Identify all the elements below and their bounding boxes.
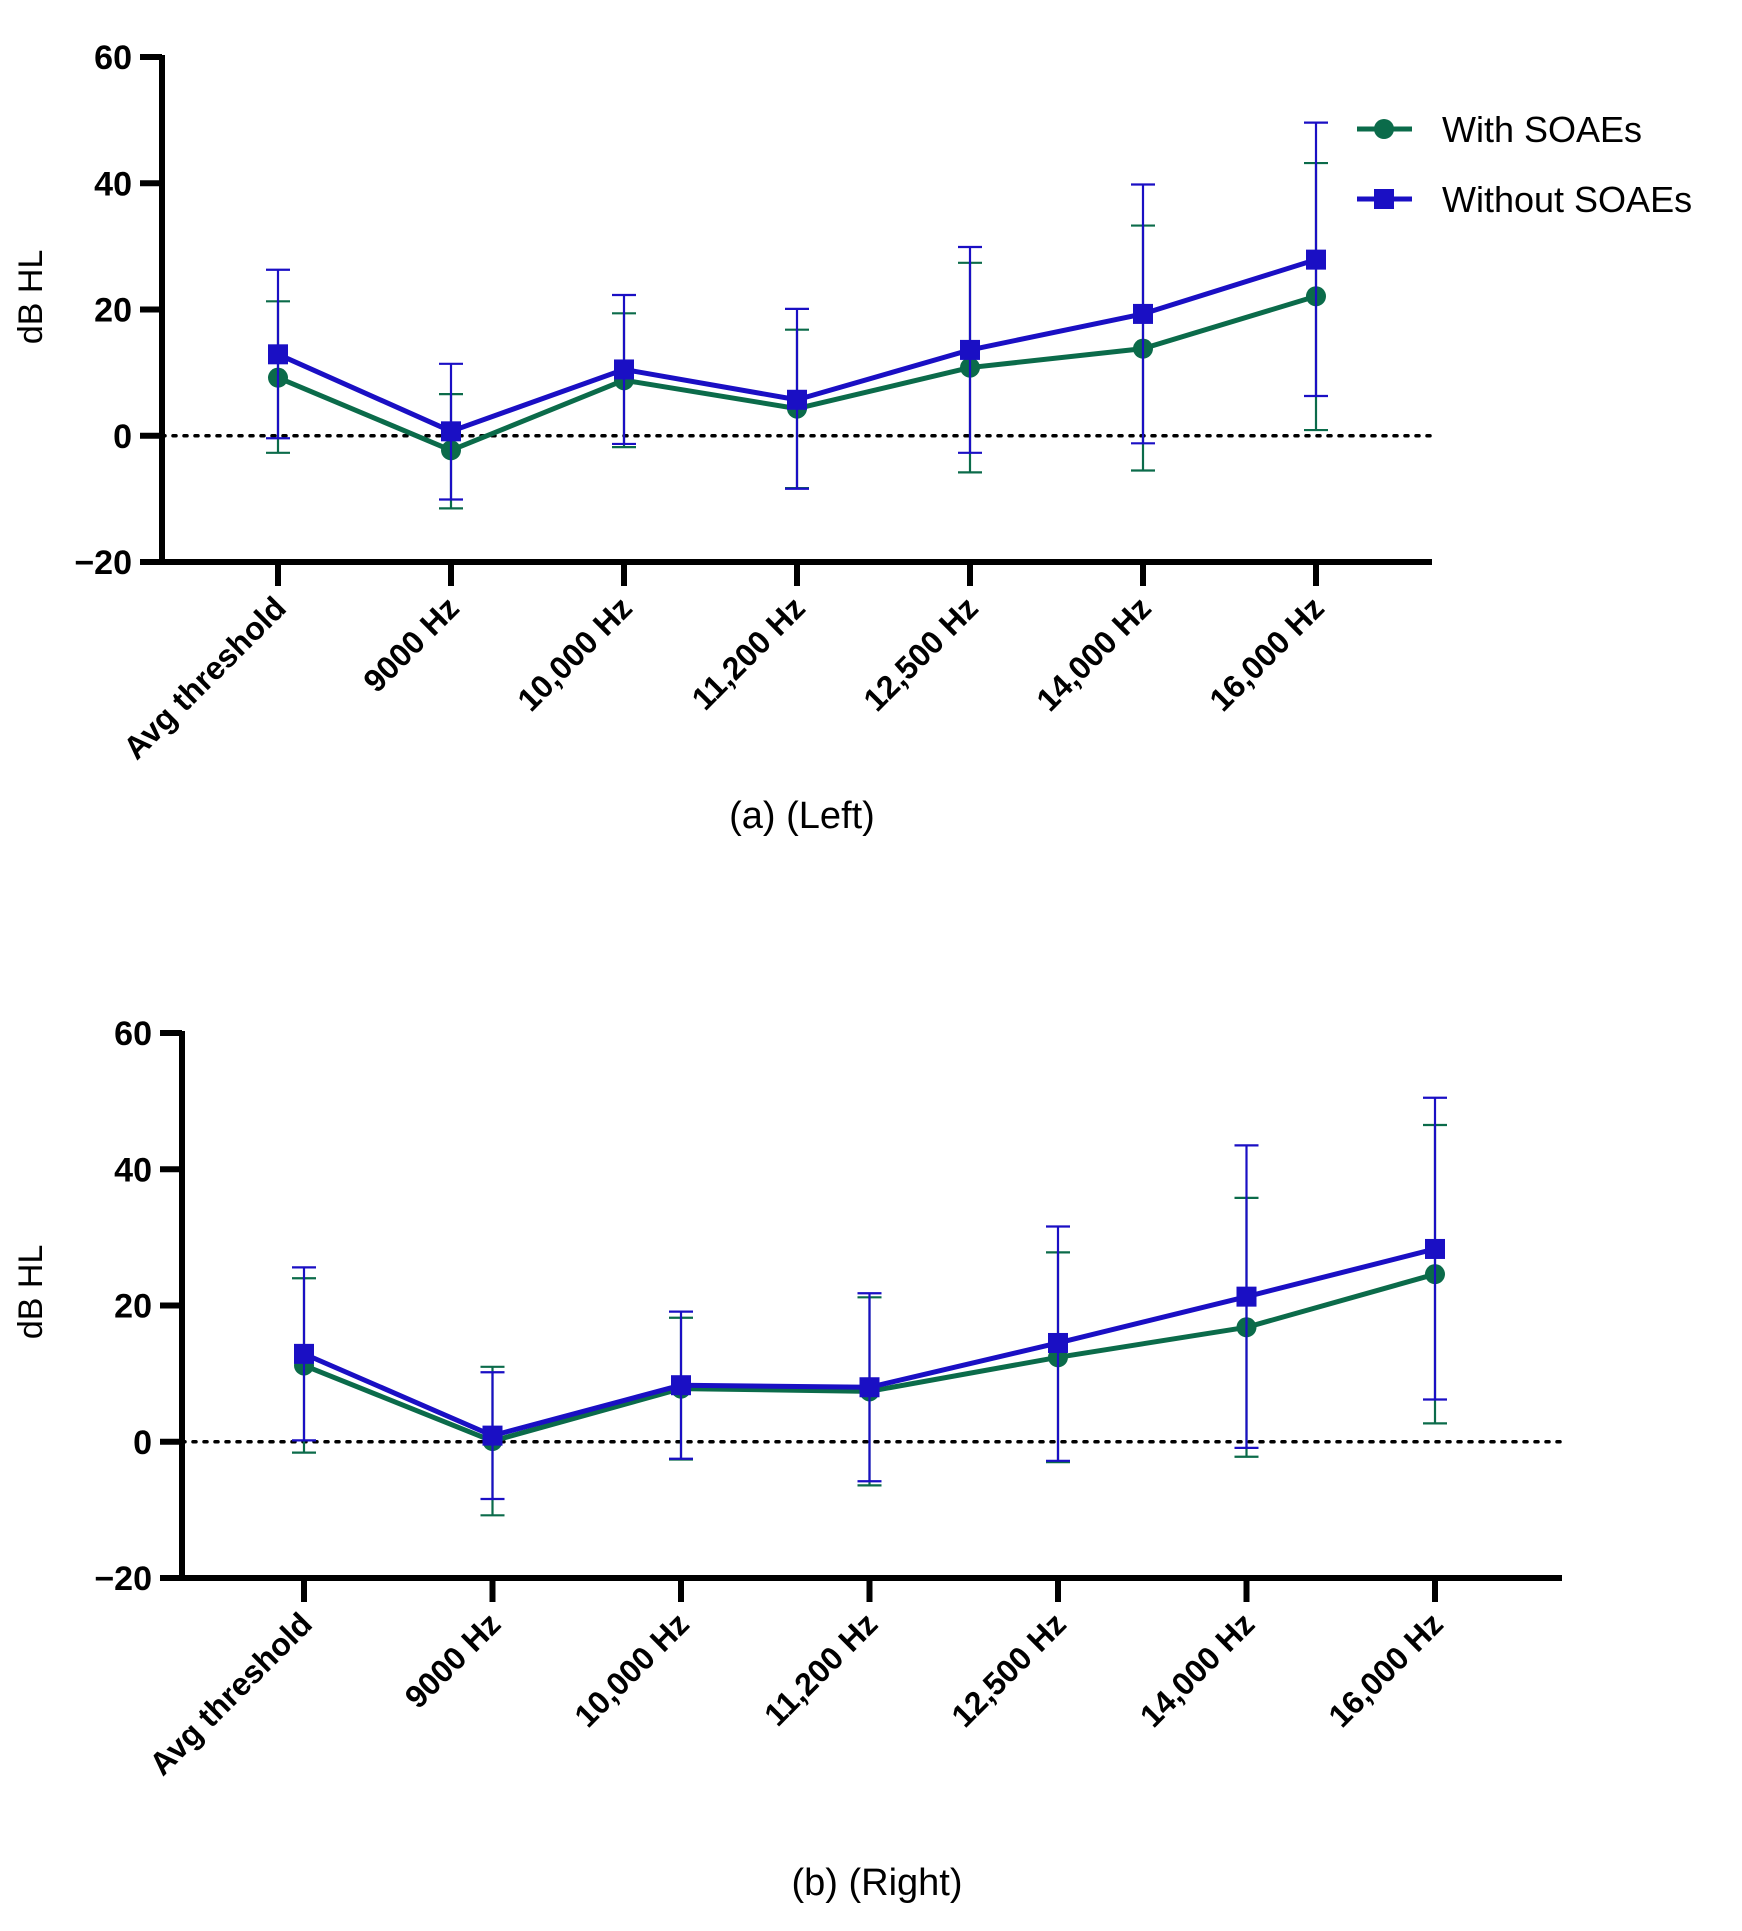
data-point: [1236, 1286, 1257, 1307]
data-point: [787, 389, 807, 410]
x-tick-label: 12,500 Hz: [856, 589, 985, 718]
x-tick-label: 14,000 Hz: [1133, 1605, 1262, 1734]
x-tick-label: 10,000 Hz: [510, 589, 639, 718]
y-tick-label: 60: [94, 39, 132, 77]
panel-caption: (b) (Right): [791, 1862, 962, 1904]
x-tick-label: Avg threshold: [116, 589, 293, 766]
data-point: [1133, 303, 1153, 324]
y-tick-label: 0: [113, 418, 132, 456]
chart-panel-right: −20 0 20 40 60 dB HL Avg threshold 9000 Hz 10,00…: [12, 1015, 1564, 1904]
legend: With SOAEs Without SOAEs: [1357, 109, 1692, 220]
data-point: [1306, 249, 1326, 270]
y-tick-label: 60: [114, 1015, 152, 1053]
y-tick-label: 40: [114, 1151, 152, 1189]
data-point: [294, 1343, 314, 1364]
y-axis-title: dB HL: [12, 250, 50, 345]
x-tick-label: 16,000 Hz: [1202, 589, 1331, 718]
x-tick-label: 16,000 Hz: [1321, 1605, 1450, 1734]
y-tick-label: 20: [114, 1288, 152, 1326]
data-point: [482, 1425, 503, 1446]
x-tick-label: 9000 Hz: [356, 589, 466, 699]
y-tick-label: 40: [94, 165, 132, 203]
x-tick-label: 14,000 Hz: [1029, 589, 1158, 718]
legend-label: Without SOAEs: [1442, 179, 1692, 220]
x-tick-label: 9000 Hz: [398, 1605, 508, 1715]
x-tick-label: 10,000 Hz: [567, 1605, 696, 1734]
legend-item: Without SOAEs: [1357, 179, 1692, 220]
chart-panel-left: −20 0 20 40 60 dB HL Avg threshold 9000 Hz 10,00…: [12, 39, 1434, 837]
x-tick-label: 12,500 Hz: [944, 1605, 1073, 1734]
x-tick-label: Avg threshold: [142, 1605, 319, 1782]
data-point: [441, 421, 461, 442]
legend-marker: [1374, 119, 1394, 139]
x-tick-label: 11,200 Hz: [757, 1605, 884, 1732]
legend-item: With SOAEs: [1357, 109, 1642, 150]
panel-caption: (a) (Left): [729, 795, 875, 837]
legend-label: With SOAEs: [1442, 109, 1642, 150]
series-without-soaes: [266, 121, 1328, 501]
series-without-soaes: [292, 1096, 1447, 1501]
y-tick-label: 20: [94, 292, 132, 330]
data-point: [1425, 1238, 1445, 1259]
data-point: [1048, 1332, 1068, 1353]
data-point: [614, 359, 634, 380]
x-tick-label: 11,200 Hz: [685, 589, 812, 716]
data-point: [960, 339, 980, 360]
data-point: [859, 1377, 880, 1398]
y-tick-label: −20: [94, 1560, 152, 1598]
data-point: [671, 1375, 691, 1396]
y-tick-label: −20: [74, 544, 132, 582]
y-axis-title: dB HL: [12, 1245, 50, 1340]
legend-marker: [1374, 189, 1394, 209]
data-point: [268, 344, 288, 365]
y-tick-label: 0: [133, 1424, 152, 1462]
